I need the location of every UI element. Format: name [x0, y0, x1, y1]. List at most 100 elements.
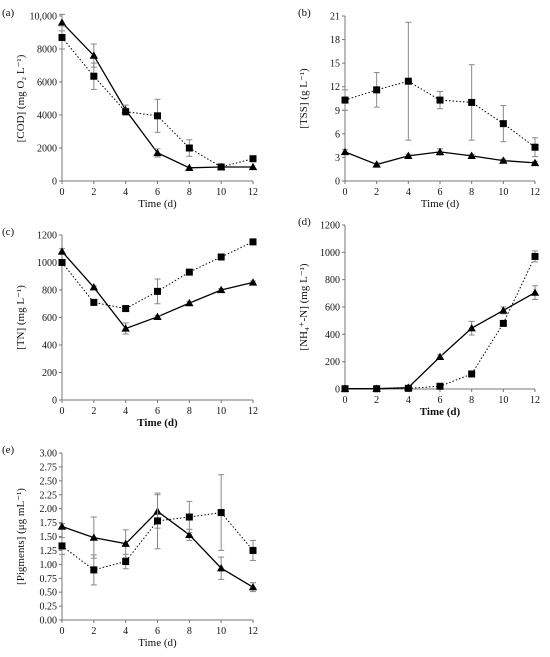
series-square: [58, 474, 257, 586]
y-tick-label: 1.25: [40, 546, 58, 557]
data-point-square: [341, 385, 349, 393]
series-triangle: [340, 285, 540, 392]
data-point-triangle: [340, 147, 350, 156]
y-tick-label: 1.50: [40, 532, 58, 543]
y-tick-label: 1.00: [40, 560, 58, 571]
x-tick-label: 0: [343, 395, 348, 406]
y-tick-label: 3.00: [40, 449, 58, 460]
data-point-square: [249, 238, 257, 246]
data-point-triangle: [530, 158, 540, 167]
data-point-square: [185, 513, 193, 521]
data-point-triangle: [57, 522, 67, 530]
y-tick-label: 2.25: [40, 490, 58, 501]
y-tick-label: 400: [42, 341, 57, 352]
x-tick-label: 12: [248, 406, 258, 417]
y-tick-label: 2.00: [40, 504, 58, 515]
y-tick-label: 6: [335, 129, 340, 140]
data-point-square: [122, 558, 130, 566]
data-point-square: [122, 108, 130, 116]
x-tick-label: 6: [155, 187, 160, 198]
y-axis-label: [TN] (mg L⁻¹): [15, 285, 27, 350]
y-tick-label: 1000: [37, 258, 57, 269]
data-point-triangle: [530, 288, 540, 296]
series-square: [58, 25, 257, 171]
x-tick-label: 2: [374, 187, 379, 198]
data-point-triangle: [121, 324, 130, 332]
y-tick-label: 2.75: [40, 462, 58, 473]
data-point-triangle: [372, 160, 381, 168]
data-point-square: [217, 509, 225, 517]
data-point-triangle: [216, 564, 226, 572]
data-point-square: [90, 72, 98, 80]
y-tick-label: 0.75: [40, 574, 58, 585]
series-triangle: [340, 147, 540, 168]
series-square: [341, 250, 539, 393]
y-tick-label: 0: [335, 177, 340, 188]
x-axis-label: Time (d): [420, 406, 461, 418]
data-point-square: [217, 163, 225, 171]
y-tick-label: 800: [42, 286, 57, 297]
data-point-square: [185, 268, 193, 276]
data-point-square: [154, 287, 161, 295]
data-point-triangle: [185, 298, 194, 307]
y-tick-label: 0.25: [40, 602, 58, 613]
data-point-triangle: [435, 147, 445, 156]
y-tick-label: 3: [335, 153, 340, 164]
y-tick-label: 400: [325, 330, 340, 341]
data-point-square: [58, 33, 66, 41]
x-axis-label: Time (d): [138, 198, 177, 210]
x-tick-label: 0: [60, 626, 65, 637]
data-point-square: [373, 86, 381, 94]
series-square: [58, 238, 257, 313]
data-point-square: [436, 96, 444, 104]
x-tick-label: 0: [343, 187, 348, 198]
x-tick-label: 12: [530, 187, 540, 198]
y-tick-label: 8000: [37, 45, 57, 56]
data-point-square: [373, 385, 381, 393]
data-point-triangle: [248, 162, 258, 171]
y-tick-label: 1200: [320, 221, 340, 232]
chart-panel-d: 0 200 400 600 800 1000 1200 0 2 4 6 8 10 12 Time (d) [N…: [298, 216, 540, 418]
panel-label: (b): [298, 7, 311, 19]
y-tick-label: 200: [325, 357, 340, 368]
x-axis-label: Time (d): [138, 637, 177, 649]
data-point-triangle: [248, 278, 258, 286]
x-tick-label: 4: [406, 395, 411, 406]
data-point-triangle: [467, 151, 476, 160]
y-tick-label: 200: [42, 368, 57, 379]
series-line: [61, 22, 253, 169]
panel-label: (e): [2, 444, 15, 456]
data-point-square: [58, 259, 66, 266]
y-tick-label: 15: [330, 59, 340, 70]
data-point-triangle: [435, 352, 445, 361]
y-axis-label: [NH₄⁺-N] (mg L⁻¹): [298, 263, 310, 351]
data-point-triangle: [216, 285, 226, 294]
y-tick-label: 9: [335, 106, 340, 117]
y-tick-label: 4000: [37, 111, 57, 122]
data-point-square: [468, 98, 476, 106]
data-point-triangle: [499, 306, 508, 314]
y-axis-label: [COD] (mg O₂ L⁻¹): [15, 54, 27, 142]
y-tick-label: 1000: [320, 248, 340, 259]
data-point-square: [249, 546, 257, 554]
x-tick-label: 12: [248, 626, 258, 637]
data-point-square: [122, 305, 130, 313]
chart-panel-a: 0 2000 4000 6000 8000 10,000 0 2 4 6 8 10 12 Time (d)…: [2, 7, 258, 210]
y-tick-label: 0.00: [40, 616, 58, 627]
chart-panel-b: 0 3 6 9 12 15 18 21 0 2 4 6 8 10 12 Time (d) [TSS] (g L⁻…: [298, 7, 540, 210]
y-tick-label: 1200: [37, 231, 57, 242]
data-point-triangle: [153, 148, 162, 157]
x-tick-label: 4: [406, 187, 411, 198]
x-tick-label: 12: [530, 395, 540, 406]
y-tick-label: 10,000: [30, 12, 58, 23]
y-tick-label: 0: [52, 177, 57, 188]
data-point-square: [531, 252, 539, 260]
y-tick-label: 600: [42, 313, 57, 324]
y-tick-label: 18: [330, 35, 340, 46]
x-axis-label: Time (d): [137, 417, 178, 429]
y-axis-label: [TSS] (g L⁻¹): [298, 68, 310, 129]
data-point-triangle: [153, 312, 162, 320]
data-point-square: [531, 143, 539, 151]
series-square: [341, 21, 539, 158]
